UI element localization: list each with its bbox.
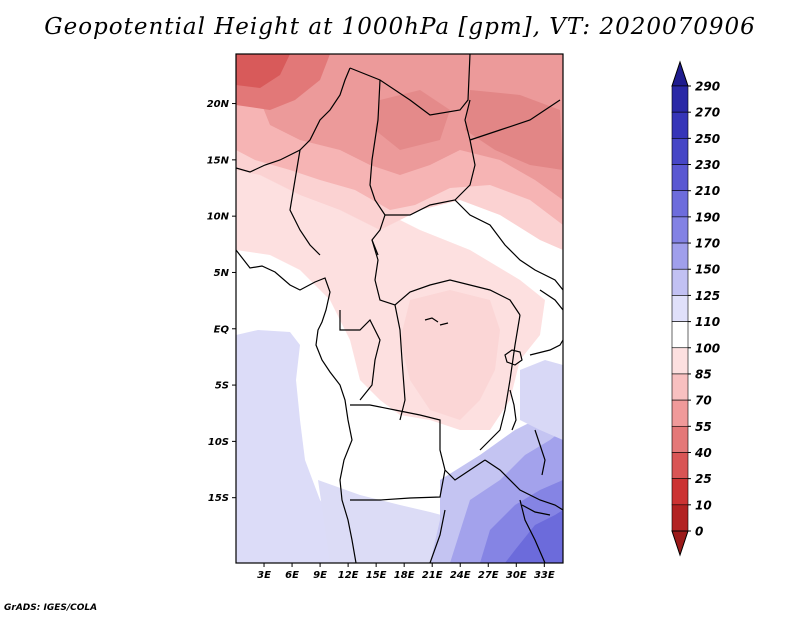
colorbar-label: 190	[695, 210, 720, 224]
colorbar-segment	[671, 242, 689, 270]
lake-malawi	[534, 429, 546, 476]
congo-river-1	[424, 317, 439, 323]
lon-tick-label: 9E	[313, 570, 327, 581]
border-kenya	[529, 339, 563, 356]
colorbar-segment	[671, 452, 689, 479]
lat-tick-label: 5S	[215, 381, 229, 392]
colorbar-label: 125	[695, 289, 720, 303]
lake-tanganyika	[509, 389, 517, 431]
field-ne-55	[465, 90, 563, 170]
lon-tick-label: 21E	[422, 570, 443, 581]
field-atlantic-125	[236, 330, 380, 563]
lon-tick-label: 12E	[338, 570, 359, 581]
colorbar-segment	[671, 216, 689, 244]
lat-tick-label: 20N	[207, 99, 230, 110]
lake-kariba	[521, 504, 551, 516]
colorbar-top-arrow	[671, 60, 689, 87]
border-niger-chad	[369, 79, 386, 256]
colorbar-segment	[671, 138, 689, 165]
border-gabon-congo	[339, 310, 381, 401]
longitude-axis: 3E 6E 9E 12E 15E 18E 21E 24E 27E 30E 33E	[257, 563, 555, 581]
border-west-africa	[236, 67, 351, 173]
lon-tick-label: 27E	[478, 570, 499, 581]
colorbar-label: 230	[695, 158, 720, 172]
field-eastafrica-125	[520, 360, 563, 440]
colorbar-segment	[671, 478, 689, 506]
colorbar-label: 210	[695, 184, 720, 198]
colorbar-label: 0	[695, 525, 703, 539]
colorbar-label: 290	[695, 80, 720, 94]
chart-title: Geopotential Height at 1000hPa [gpm], VT…	[44, 14, 756, 40]
field-central-sahara-60	[375, 90, 450, 150]
colorbar-label: 150	[695, 263, 720, 277]
colorbar-segment	[671, 504, 689, 532]
lon-tick-label: 6E	[285, 570, 299, 581]
colorbar-label: 110	[695, 315, 720, 329]
colorbar-segment	[671, 268, 689, 296]
colorbar-label: 250	[695, 132, 720, 146]
border-zambia	[484, 459, 563, 511]
colorbar-segment	[671, 190, 689, 218]
height-field	[236, 54, 563, 563]
west-coastline	[236, 249, 357, 563]
latitude-axis: 20N 15N 10N 5N EQ 5S 10S 15S	[207, 99, 236, 504]
field-se-210	[505, 510, 563, 563]
colorbar-segment	[671, 164, 689, 192]
colorbar-label: 25	[695, 472, 712, 486]
lon-tick-label: 30E	[506, 570, 527, 581]
colorbar: 2902702502302101901701501251101008570554…	[671, 60, 720, 557]
border-angola-namibia	[350, 469, 446, 501]
colorbar-label: 270	[695, 106, 720, 120]
border-botswana	[429, 509, 446, 563]
lon-tick-label: 3E	[257, 570, 271, 581]
border-angola-drc	[350, 404, 486, 481]
colorbar-segment	[671, 321, 689, 349]
colorbar-label: 10	[695, 498, 712, 512]
lat-tick-label: EQ	[214, 324, 230, 335]
border-sudan-north	[469, 99, 561, 141]
colorbar-segment	[671, 373, 689, 401]
lake-victoria	[504, 349, 523, 366]
colorbar-segment	[671, 347, 689, 375]
field-nw-40	[236, 54, 290, 88]
border-sudan	[385, 99, 476, 216]
colorbar-label: 100	[695, 341, 720, 355]
colorbar-label: 70	[695, 394, 712, 408]
colorbar-label: 40	[694, 446, 712, 460]
lat-tick-label: 10N	[207, 212, 230, 223]
colorbar-segment	[671, 85, 689, 113]
colorbar-segment	[671, 399, 689, 427]
border-south-sudan	[454, 199, 563, 291]
colorbar-segment	[671, 425, 689, 453]
border-drc-east	[479, 314, 521, 451]
colorbar-label: 170	[695, 237, 720, 251]
border-drc-west	[394, 304, 406, 421]
border-nigeria	[289, 149, 321, 256]
colorbar-segment	[671, 295, 689, 322]
coastlines-borders	[236, 54, 563, 563]
lat-tick-label: 10S	[208, 437, 229, 448]
border-car	[371, 239, 521, 316]
lat-tick-label: 15N	[207, 155, 230, 166]
lon-tick-label: 15E	[366, 570, 387, 581]
lon-tick-label: 18E	[394, 570, 415, 581]
colorbar-segment	[671, 111, 689, 139]
lat-tick-label: 15S	[208, 493, 229, 504]
lat-tick-label: 5N	[214, 268, 230, 279]
colorbar-label: 85	[695, 367, 712, 381]
congo-river-2	[439, 322, 449, 326]
border-ethiopia	[539, 289, 563, 311]
credit-label: GrADS: IGES/COLA	[4, 603, 98, 613]
map-frame	[235, 53, 564, 564]
colorbar-label: 55	[695, 420, 712, 434]
border-zimbabwe	[519, 499, 546, 563]
colorbar-bottom-arrow	[671, 530, 689, 557]
lon-tick-label: 33E	[534, 570, 555, 581]
lon-tick-label: 24E	[450, 570, 471, 581]
field-congo-100	[400, 290, 500, 420]
